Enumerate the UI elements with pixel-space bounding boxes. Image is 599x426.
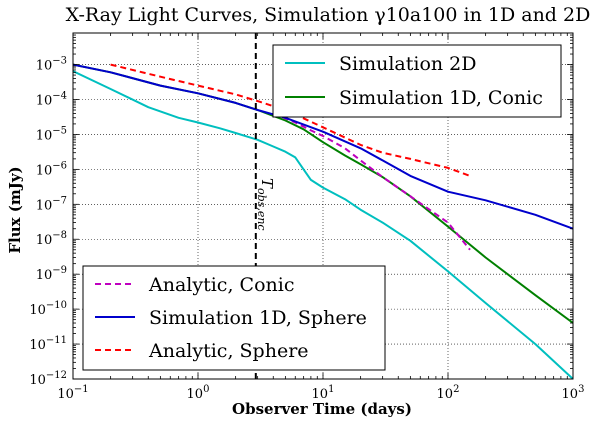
axis-tick-labels: 10−1 100 101 102 103 10−12 10−11 10−10 10−9 10−8 1… (29, 56, 584, 402)
encounter-time-label: Tobs,enc (255, 178, 276, 231)
x-tick-label: 100 (187, 384, 210, 402)
y-tick-label: 10−3 (36, 56, 67, 74)
series-line-simulation-2d (73, 70, 573, 379)
y-tick-label: 10−6 (36, 160, 67, 178)
plot-area (73, 63, 573, 379)
legend-box (272, 44, 562, 118)
y-axis-label: Flux (mJy) (6, 166, 24, 253)
y-tick-label: 10−9 (36, 265, 67, 283)
series-line-analytic-sphere (110, 63, 471, 177)
x-tick-label: 102 (437, 384, 460, 402)
legend-lower-left: Analytic, Conic Simulation 1D, Sphere Anal… (82, 265, 386, 371)
x-tick-label: 101 (312, 384, 335, 402)
legends: Simulation 2D Simulation 1D, Conic Analyti… (82, 44, 562, 371)
y-tick-label: 10−7 (36, 195, 67, 213)
x-axis-label: Observer Time (days) (232, 400, 412, 418)
y-tick-label: 10−10 (29, 300, 67, 318)
legend-entry: Analytic, Sphere (148, 340, 309, 362)
chart-title: X-Ray Light Curves, Simulation γ10a100 i… (66, 4, 591, 26)
axis-ticks (72, 32, 574, 380)
y-tick-label: 10−12 (29, 370, 67, 388)
legend-upper-right: Simulation 2D Simulation 1D, Conic (272, 44, 562, 118)
y-tick-label: 10−5 (36, 125, 67, 143)
y-tick-label: 10−8 (36, 230, 67, 248)
legend-entry: Analytic, Conic (148, 274, 294, 296)
y-tick-label: 10−4 (36, 90, 67, 108)
x-tick-label: 10−1 (57, 384, 88, 402)
y-tick-label: 10−11 (29, 335, 67, 353)
legend-entry: Simulation 1D, Sphere (149, 307, 367, 329)
series-line-simulation-1d-sphere (73, 63, 573, 230)
x-tick-label: 103 (562, 384, 585, 402)
legend-entry: Simulation 2D (339, 53, 477, 75)
legend-entry: Simulation 1D, Conic (339, 87, 543, 109)
series-line-analytic-conic (272, 112, 471, 251)
vertical-marker: Tobs,enc (254, 33, 276, 379)
